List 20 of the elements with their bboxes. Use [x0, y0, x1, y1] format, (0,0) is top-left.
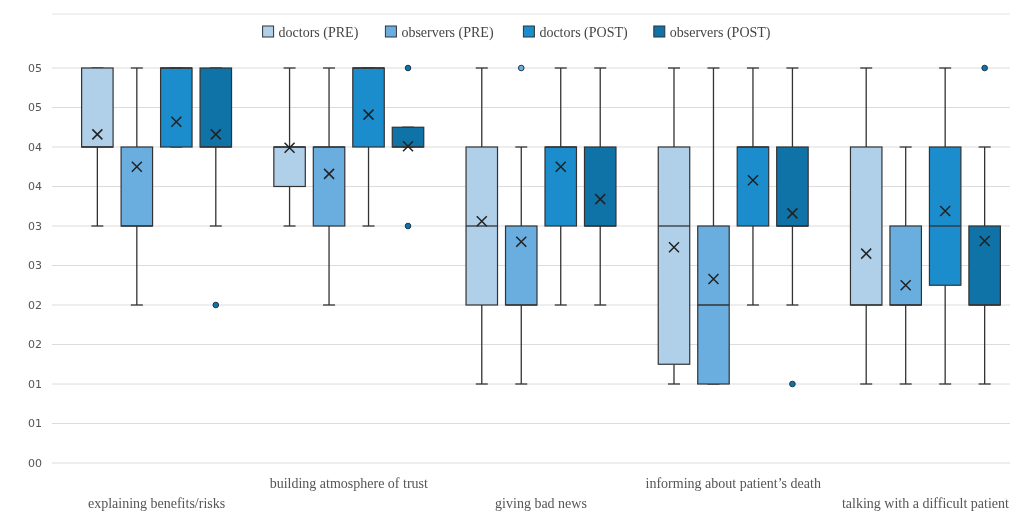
y-tick-label: 03	[28, 219, 42, 233]
y-tick-label: 01	[28, 377, 42, 391]
x-tick-label: talking with a difficult patient	[841, 496, 1009, 511]
y-tick-label: 03	[28, 259, 42, 273]
legend-label: doctors (PRE)	[278, 25, 359, 41]
y-tick-label: 04	[28, 180, 42, 194]
x-tick-label: giving bad news	[495, 496, 587, 511]
x-tick-label: informing about patient’s death	[645, 476, 821, 491]
y-tick-label: 02	[28, 298, 42, 312]
y-tick-label: 02	[28, 338, 42, 352]
y-tick-label: 04	[28, 140, 42, 154]
legend-label: doctors (POST)	[539, 25, 629, 41]
legend-label: observers (PRE)	[401, 25, 494, 41]
y-tick-label: 05	[28, 61, 42, 75]
y-tick-label: 00	[28, 456, 42, 470]
x-tick-label: building atmosphere of trust	[269, 476, 429, 491]
y-tick-label: 01	[28, 417, 42, 431]
legend-label: observers (POST)	[669, 25, 771, 41]
y-tick-label: 05	[28, 101, 42, 115]
x-tick-label: explaining benefits/risks	[87, 496, 226, 511]
